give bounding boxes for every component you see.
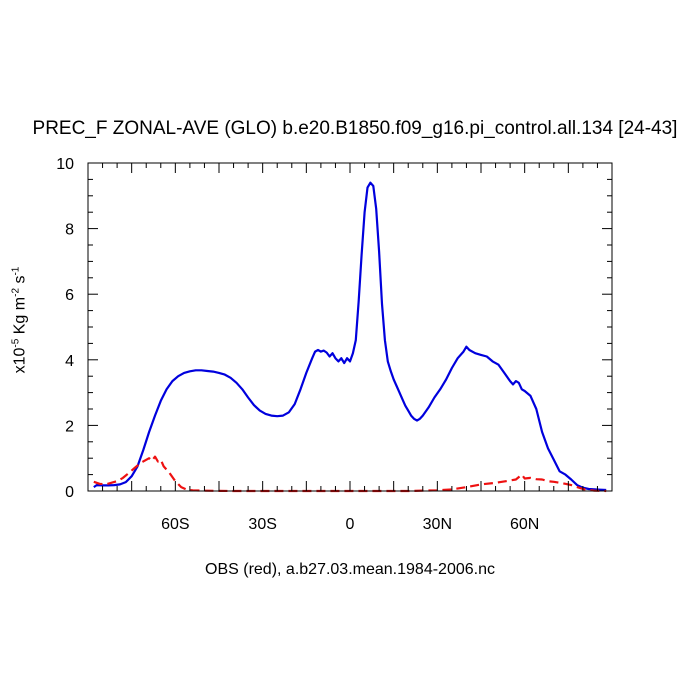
y-tick-label: 8 bbox=[65, 222, 74, 239]
y-label-exponent-m: -2 bbox=[10, 287, 22, 297]
y-label-unit-kgm: Kg m bbox=[11, 296, 29, 339]
y-tick-label: 6 bbox=[65, 287, 74, 304]
series-layer bbox=[93, 181, 607, 493]
plot-frame-layer bbox=[87, 162, 613, 492]
y-label-exponent: -5 bbox=[10, 338, 22, 348]
y-axis-label: x10-5 Kg m-2 s-1 bbox=[10, 267, 29, 374]
y-tick-label: 0 bbox=[65, 484, 74, 501]
x-tick-label: 60S bbox=[161, 516, 189, 533]
x-tick-label: 60N bbox=[510, 516, 539, 533]
y-label-exponent-s: -1 bbox=[10, 266, 22, 276]
x-tick-label: 0 bbox=[346, 516, 355, 533]
chart-title: PREC_F ZONAL-AVE (GLO) b.e20.B1850.f09_g… bbox=[32, 118, 678, 139]
series-line-0 bbox=[93, 181, 607, 492]
x-tick-label: 30N bbox=[423, 516, 452, 533]
y-tick-label: 4 bbox=[65, 353, 74, 370]
axis-layer: 60S 30S 0 30N 60N 0 2 4 6 8 10 bbox=[56, 156, 539, 533]
y-label-unit-s: s bbox=[11, 275, 29, 288]
y-label-prefix: x10 bbox=[11, 347, 29, 374]
y-tick-label: 10 bbox=[56, 156, 74, 173]
x-axis-label: OBS (red), a.b27.03.mean.1984-2006.nc bbox=[205, 561, 495, 578]
x-tick-label: 30S bbox=[248, 516, 276, 533]
plot-frame bbox=[87, 162, 613, 492]
y-tick-label: 2 bbox=[65, 418, 74, 435]
